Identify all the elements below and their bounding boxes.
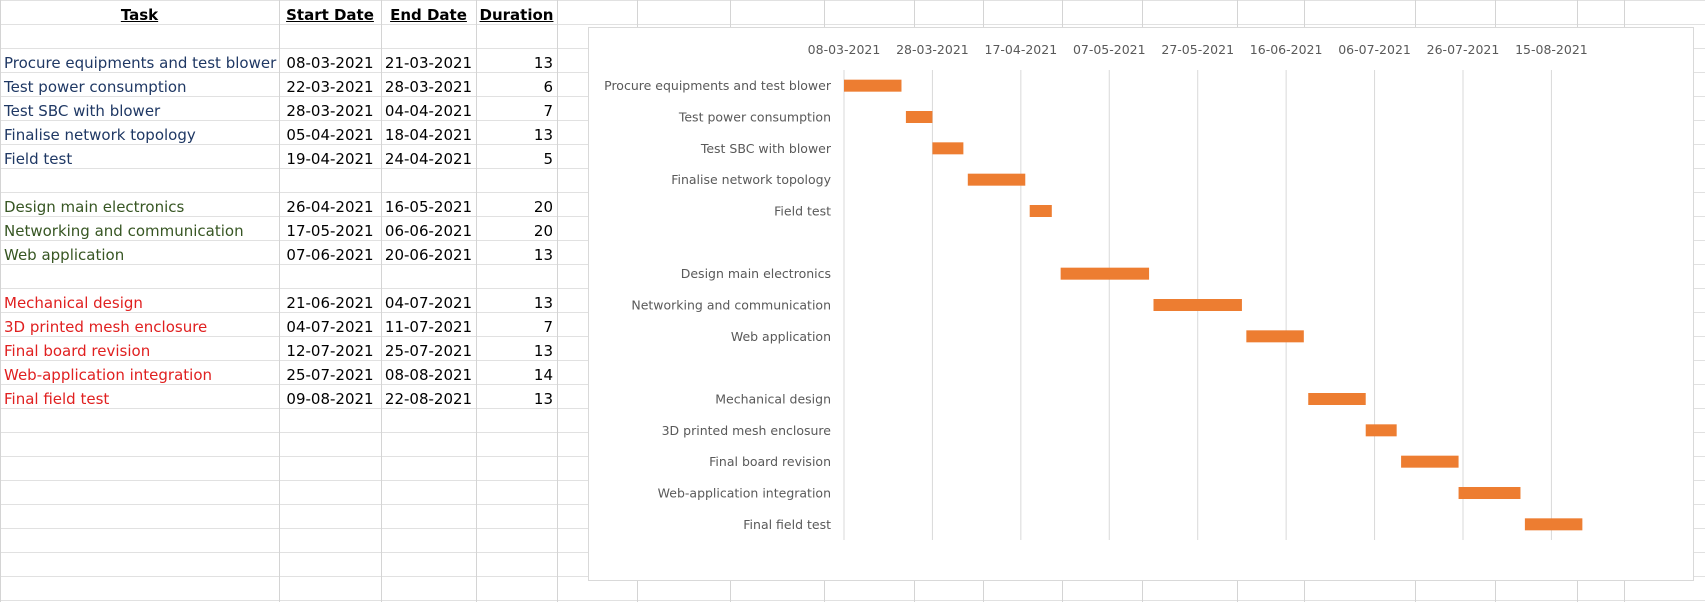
end-date-cell[interactable]: 20-06-2021 xyxy=(384,246,473,264)
x-tick-label: 15-08-2021 xyxy=(1515,42,1588,57)
task-cell[interactable]: Networking and communication xyxy=(4,222,244,240)
gantt-bar[interactable] xyxy=(932,142,964,155)
end-date-cell[interactable]: 06-06-2021 xyxy=(384,222,473,240)
y-category-label: Finalise network topology xyxy=(671,172,831,187)
task-table: Task Start Date End Date Duration Procure eq… xyxy=(0,0,600,602)
gantt-bar[interactable] xyxy=(1401,455,1459,468)
gantt-bar[interactable] xyxy=(967,173,1026,186)
end-date-cell[interactable]: 04-04-2021 xyxy=(384,102,473,120)
gantt-bar[interactable] xyxy=(1308,393,1366,405)
task-cell[interactable]: Test SBC with blower xyxy=(4,102,161,120)
gantt-bar[interactable] xyxy=(1246,330,1304,343)
task-cell[interactable]: Field test xyxy=(4,150,73,168)
start-date-cell[interactable]: 05-04-2021 xyxy=(286,126,374,144)
start-date-cell[interactable]: 22-03-2021 xyxy=(286,78,374,96)
gantt-bar[interactable] xyxy=(1365,424,1397,437)
header-start-date[interactable]: Start Date xyxy=(286,6,374,24)
duration-cell[interactable]: 13 xyxy=(533,246,553,264)
task-cell[interactable]: Design main electronics xyxy=(4,198,185,216)
start-date-cell[interactable]: 25-07-2021 xyxy=(286,366,374,384)
header-task[interactable]: Task xyxy=(120,6,159,24)
start-date-cell[interactable]: 09-08-2021 xyxy=(286,390,374,408)
start-date-cell[interactable]: 08-03-2021 xyxy=(286,54,374,72)
gantt-bar[interactable] xyxy=(1524,518,1583,531)
x-tick-label: 17-04-2021 xyxy=(985,42,1058,57)
gantt-chart-panel[interactable]: 08-03-2021 28-03-2021 17-04-2021 07-05-2021… xyxy=(588,27,1694,581)
gantt-bar[interactable] xyxy=(1060,267,1150,280)
end-date-cell[interactable]: 21-03-2021 xyxy=(384,54,473,72)
duration-cell[interactable]: 5 xyxy=(543,150,553,168)
y-category-label: Final board revision xyxy=(709,454,831,469)
end-date-cell[interactable]: 04-07-2021 xyxy=(384,294,473,312)
end-date-cell[interactable]: 22-08-2021 xyxy=(384,390,473,408)
gantt-bar[interactable] xyxy=(844,79,902,92)
task-cell[interactable]: Finalise network topology xyxy=(4,126,196,144)
duration-cell[interactable]: 13 xyxy=(533,54,553,72)
task-cell[interactable]: Mechanical design xyxy=(4,294,143,312)
duration-cell[interactable]: 13 xyxy=(533,294,553,312)
y-category-label: Procure equipments and test blower xyxy=(604,78,832,93)
start-date-cell[interactable]: 28-03-2021 xyxy=(286,102,374,120)
y-category-label: Web application xyxy=(731,329,831,344)
x-tick-label: 07-05-2021 xyxy=(1073,42,1146,57)
duration-cell[interactable]: 20 xyxy=(533,222,553,240)
start-date-cell[interactable]: 19-04-2021 xyxy=(286,150,374,168)
duration-cell[interactable]: 6 xyxy=(543,78,553,96)
task-cell[interactable]: Test power consumption xyxy=(4,78,187,96)
x-tick-label: 26-07-2021 xyxy=(1427,42,1500,57)
y-category-label: Networking and communication xyxy=(631,298,831,313)
x-tick-label: 27-05-2021 xyxy=(1161,42,1234,57)
y-category-label: Test power consumption xyxy=(678,110,831,125)
duration-cell[interactable]: 20 xyxy=(533,198,553,216)
task-cell[interactable]: Web-application integration xyxy=(4,366,213,384)
end-date-cell[interactable]: 08-08-2021 xyxy=(384,366,473,384)
gantt-bar[interactable] xyxy=(1153,299,1242,311)
y-category-label: 3D printed mesh enclosure xyxy=(662,423,832,438)
end-date-cell[interactable]: 28-03-2021 xyxy=(384,78,473,96)
x-tick-label: 08-03-2021 xyxy=(808,42,881,57)
y-category-label: Web-application integration xyxy=(658,486,831,501)
header-end-date[interactable]: End Date xyxy=(390,6,467,24)
end-date-cell[interactable]: 25-07-2021 xyxy=(384,342,473,360)
end-date-cell[interactable]: 11-07-2021 xyxy=(384,318,473,336)
gantt-chart: 08-03-2021 28-03-2021 17-04-2021 07-05-2021… xyxy=(604,42,1588,540)
duration-cell[interactable]: 13 xyxy=(533,390,553,408)
end-date-cell[interactable]: 16-05-2021 xyxy=(384,198,473,216)
task-cell[interactable]: Final field test xyxy=(4,390,110,408)
header-duration[interactable]: Duration xyxy=(479,6,554,24)
task-cell[interactable]: Final board revision xyxy=(4,342,151,360)
end-date-cell[interactable]: 24-04-2021 xyxy=(384,150,473,168)
duration-cell[interactable]: 13 xyxy=(533,342,553,360)
y-category-label: Field test xyxy=(774,204,831,219)
duration-cell[interactable]: 13 xyxy=(533,126,553,144)
y-category-label: Design main electronics xyxy=(681,266,831,281)
start-date-cell[interactable]: 04-07-2021 xyxy=(286,318,374,336)
y-category-label: Mechanical design xyxy=(715,392,831,407)
y-category-label: Final field test xyxy=(743,517,831,532)
start-date-cell[interactable]: 12-07-2021 xyxy=(286,342,374,360)
x-tick-label: 16-06-2021 xyxy=(1250,42,1323,57)
end-date-cell[interactable]: 18-04-2021 xyxy=(384,126,473,144)
x-tick-label: 28-03-2021 xyxy=(896,42,969,57)
start-date-cell[interactable]: 17-05-2021 xyxy=(286,222,374,240)
gantt-bar[interactable] xyxy=(1458,487,1521,499)
start-date-cell[interactable]: 07-06-2021 xyxy=(286,246,374,264)
task-cell[interactable]: Procure equipments and test blower xyxy=(4,54,277,72)
duration-cell[interactable]: 7 xyxy=(543,318,553,336)
duration-cell[interactable]: 14 xyxy=(533,366,553,384)
y-category-label: Test SBC with blower xyxy=(700,141,832,156)
task-cell[interactable]: 3D printed mesh enclosure xyxy=(4,318,208,336)
start-date-cell[interactable]: 21-06-2021 xyxy=(286,294,374,312)
gantt-bar[interactable] xyxy=(905,111,933,123)
task-cell[interactable]: Web application xyxy=(4,246,125,264)
x-tick-label: 06-07-2021 xyxy=(1338,42,1411,57)
start-date-cell[interactable]: 26-04-2021 xyxy=(286,198,374,216)
duration-cell[interactable]: 7 xyxy=(543,102,553,120)
gantt-bar[interactable] xyxy=(1029,205,1052,217)
